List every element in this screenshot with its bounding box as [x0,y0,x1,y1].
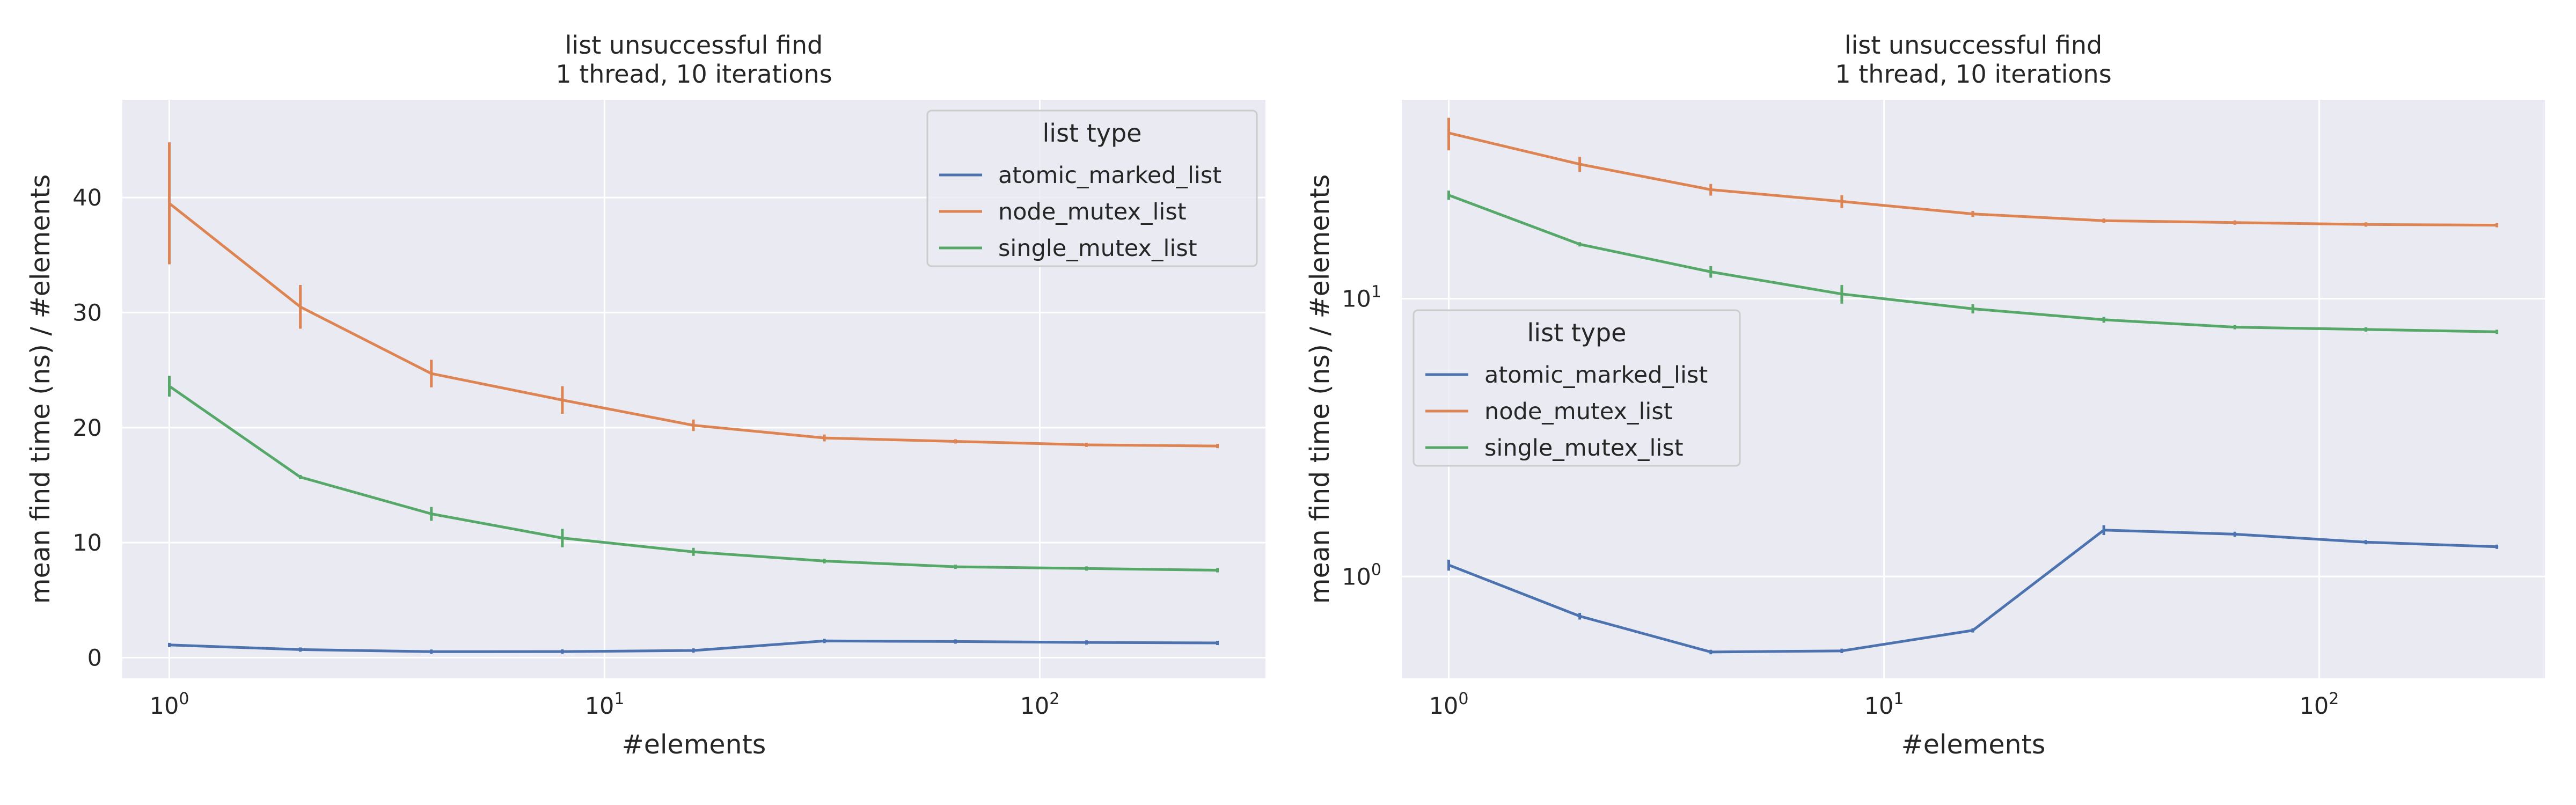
x-tick-label-0: 100 [1429,690,1469,720]
legend-label-atomic_marked_list: atomic_marked_list [1484,362,1708,389]
chart-title-line-2: 1 thread, 10 iterations [1835,60,2111,89]
chart-title-line-2: 1 thread, 10 iterations [555,60,832,89]
legend-label-single_mutex_list: single_mutex_list [1484,435,1684,462]
y-tick-label-2: 20 [72,415,102,442]
legend-frame [926,109,1258,267]
legend-frame [1413,309,1741,467]
x-tick-label-2: 102 [1020,690,1060,720]
y-axis-label: mean find time (ns) / #elements [1305,174,1335,604]
series-atomic_marked_list [168,639,1219,654]
legend-title: list type [1043,119,1142,148]
legend-title: list type [1527,318,1627,347]
y-tick-label-1: 10 [72,530,102,557]
y-tick-label-1: 101 [1342,283,1381,313]
legend-label-single_mutex_list: single_mutex_list [998,235,1197,262]
series-single_mutex_list [1447,191,2499,334]
y-tick-label-3: 30 [72,299,102,326]
x-tick-label-1: 101 [585,690,625,720]
x-axis-label: #elements [622,729,766,760]
series-atomic_marked_list [1447,525,2499,655]
x-axis-label: #elements [1901,729,2046,760]
x-tick-label-2: 102 [2300,690,2339,720]
chart-title-line-1: list unsuccessful find [1845,31,2103,60]
y-tick-label-0: 100 [1342,560,1381,590]
series-node_mutex_list [168,142,1219,449]
y-tick-label-0: 0 [87,645,102,671]
legend-label-atomic_marked_list: atomic_marked_list [998,162,1221,189]
legend: list type atomic_marked_list node_mutex_li… [1413,309,1741,467]
y-axis-label: mean find time (ns) / #elements [25,174,56,604]
y-tick-label-4: 40 [72,185,102,211]
legend-label-node_mutex_list: node_mutex_list [998,199,1187,225]
series-node_mutex_list [1447,118,2499,228]
chart-title-line-1: list unsuccessful find [565,31,823,60]
legend-label-node_mutex_list: node_mutex_list [1484,398,1673,425]
x-tick-label-0: 100 [150,690,189,720]
x-tick-label-1: 101 [1864,690,1904,720]
series-single_mutex_list [168,376,1219,573]
legend: list type atomic_marked_list node_mutex_li… [926,109,1258,267]
